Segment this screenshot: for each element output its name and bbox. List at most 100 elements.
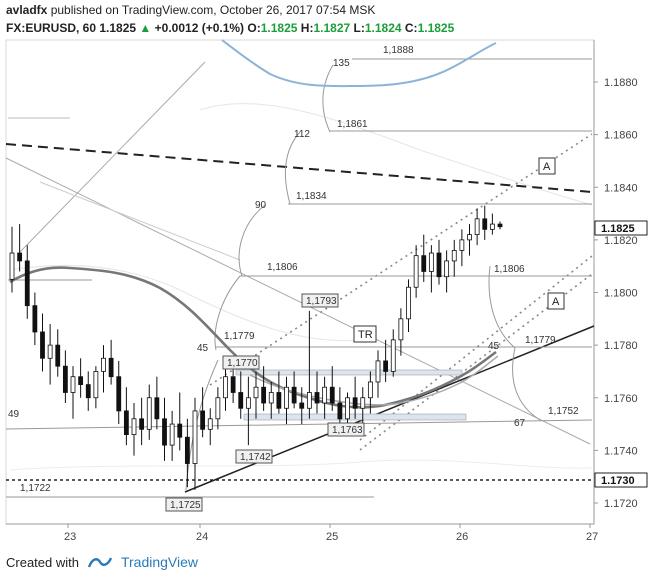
price-box-label: 1,1725 bbox=[170, 500, 201, 511]
symbol-line: FX:EURUSD, 60 1.1825 ▲ +0.0012 (+0.1%) O… bbox=[6, 21, 454, 35]
marked-price-tag: 1.1730 bbox=[594, 472, 648, 488]
publish-text: published on TradingView.com, October 26… bbox=[50, 3, 376, 17]
candle-body bbox=[337, 402, 343, 420]
candle-body bbox=[329, 386, 335, 404]
close-value: 1.1825 bbox=[417, 21, 455, 35]
candle-body bbox=[238, 392, 244, 409]
candle-body bbox=[17, 252, 23, 262]
candle-body bbox=[230, 376, 236, 393]
candle-body bbox=[474, 218, 480, 236]
candle-body bbox=[459, 239, 465, 251]
candle-body bbox=[489, 223, 495, 230]
channel-line bbox=[209, 133, 593, 386]
candle-body bbox=[390, 339, 396, 372]
level-label: 1,1722 bbox=[20, 483, 51, 494]
current-price-tag: 1.1825 bbox=[594, 220, 648, 236]
candle-body bbox=[154, 397, 160, 420]
candle-body bbox=[40, 331, 45, 359]
candle-body bbox=[360, 397, 366, 409]
candle-body bbox=[383, 360, 389, 372]
gann-arc bbox=[238, 204, 266, 277]
high-label: H: bbox=[300, 21, 314, 35]
time-tick-label: 25 bbox=[326, 531, 338, 543]
price-box bbox=[301, 293, 339, 308]
symbol: FX:EURUSD, 60 bbox=[6, 21, 97, 35]
candle-body bbox=[253, 386, 259, 399]
candle-body bbox=[146, 397, 152, 430]
footer: Created with TradingView bbox=[6, 554, 198, 570]
level-line bbox=[5, 419, 593, 430]
candle-body bbox=[223, 376, 228, 399]
low-label: L: bbox=[353, 21, 365, 35]
candles-group bbox=[9, 205, 503, 490]
candle-body bbox=[284, 386, 289, 409]
price-tick-label: 1.1740 bbox=[604, 445, 638, 457]
price-tick-label: 1.1840 bbox=[604, 182, 638, 194]
level-label: 1,1779 bbox=[224, 331, 255, 342]
candle-body bbox=[398, 318, 404, 341]
time-tick-label: 27 bbox=[586, 531, 598, 543]
price-box-label: 1,1793 bbox=[306, 296, 337, 307]
candle-body bbox=[436, 252, 442, 278]
candle-body bbox=[70, 376, 76, 393]
candle-body bbox=[32, 305, 38, 333]
price-box-label: 1,1763 bbox=[332, 425, 363, 436]
dashed-trendline bbox=[5, 143, 593, 193]
candle-body bbox=[24, 260, 30, 307]
author-name[interactable]: avladfx bbox=[6, 3, 48, 17]
gann-arc bbox=[488, 265, 516, 349]
fan-line bbox=[5, 157, 591, 445]
candle-body bbox=[85, 384, 91, 399]
candle-body bbox=[169, 423, 175, 446]
publish-info: avladfx published on TradingView.com, Oc… bbox=[6, 3, 375, 17]
candle-body bbox=[78, 376, 84, 385]
open-label: O: bbox=[247, 21, 261, 35]
channel-line bbox=[359, 273, 593, 451]
tag-box bbox=[547, 292, 565, 310]
candle-body bbox=[306, 392, 312, 409]
channel-line bbox=[359, 255, 593, 441]
candle-body bbox=[93, 371, 99, 399]
fan-line bbox=[39, 181, 241, 261]
up-arrow-icon: ▲ bbox=[139, 21, 152, 35]
angle-label: 112 bbox=[294, 129, 310, 140]
tag-label: TR bbox=[358, 329, 373, 341]
change: +0.0012 (+0.1%) bbox=[154, 21, 245, 35]
gann-arc bbox=[214, 275, 241, 351]
candle-body bbox=[352, 397, 358, 409]
level-label: 1,1806 bbox=[267, 262, 298, 273]
candle-body bbox=[345, 397, 350, 420]
blue-moving-average bbox=[221, 39, 497, 88]
price-box bbox=[222, 355, 260, 370]
candle-body bbox=[406, 286, 411, 320]
candle-body bbox=[9, 252, 15, 280]
candle-body bbox=[177, 423, 183, 438]
candle-body bbox=[413, 255, 419, 288]
gann-arc bbox=[284, 131, 301, 205]
candle-body bbox=[184, 436, 190, 464]
candle-body bbox=[139, 418, 145, 430]
tag-box bbox=[353, 325, 377, 343]
level-label: 1,1834 bbox=[296, 191, 327, 202]
price-box bbox=[165, 497, 203, 512]
candle-body bbox=[200, 410, 206, 430]
angle-label: 135 bbox=[333, 58, 350, 69]
candle-body bbox=[245, 397, 251, 409]
faint-curve bbox=[199, 103, 593, 206]
candle-body bbox=[367, 381, 373, 399]
angle-label: 45 bbox=[197, 343, 209, 354]
candle-body bbox=[291, 386, 297, 404]
tradingview-brand[interactable]: TradingView bbox=[120, 554, 199, 570]
price-tick-label: 1.1820 bbox=[604, 235, 638, 247]
candle-body bbox=[192, 410, 198, 464]
price-tick-label: 1.1800 bbox=[604, 288, 638, 300]
price-axis: 1.1880 1.1860 1.1840 1.1820 1.1800 1.1780 1.17… bbox=[594, 77, 638, 510]
price-tick-label: 1.1880 bbox=[604, 77, 638, 89]
time-tick-label: 23 bbox=[64, 531, 76, 543]
price-tick-label: 1.1860 bbox=[604, 130, 638, 142]
current-price-label: 1.1825 bbox=[601, 223, 635, 235]
gann-arc bbox=[322, 64, 334, 133]
last-price: 1.1825 bbox=[99, 21, 137, 35]
candle-body bbox=[451, 249, 457, 262]
